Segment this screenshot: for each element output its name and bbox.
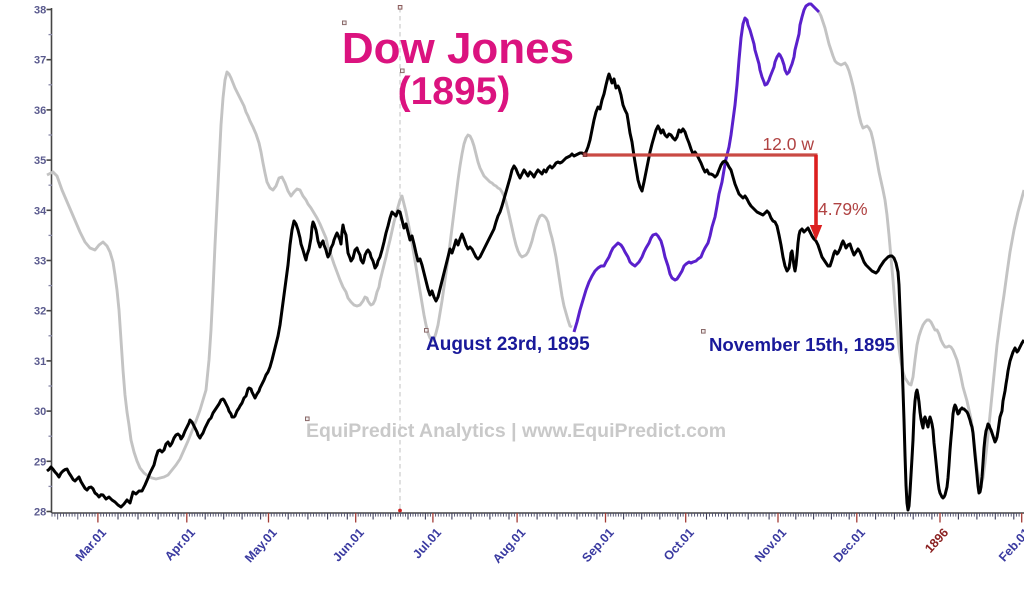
svg-text:Jun.01: Jun.01	[330, 526, 367, 565]
svg-text:Nov.01: Nov.01	[752, 526, 789, 565]
svg-text:12.0 w: 12.0 w	[762, 134, 814, 154]
svg-text:34: 34	[34, 205, 47, 217]
svg-text:Apr.01: Apr.01	[162, 526, 198, 564]
svg-text:(1895): (1895)	[398, 70, 511, 113]
svg-text:Oct.01: Oct.01	[661, 526, 697, 564]
svg-text:Dec.01: Dec.01	[831, 526, 868, 565]
svg-text:28: 28	[34, 507, 46, 519]
svg-text:EquiPredict Analytics | www.Eq: EquiPredict Analytics | www.EquiPredict.…	[306, 420, 726, 442]
svg-text:37: 37	[34, 55, 46, 67]
svg-text:29: 29	[34, 456, 46, 468]
svg-text:Aug.01: Aug.01	[490, 526, 528, 566]
svg-text:Feb.01: Feb.01	[996, 526, 1024, 565]
svg-text:4.79%: 4.79%	[818, 199, 868, 219]
svg-text:33: 33	[34, 256, 46, 268]
svg-text:August 23rd, 1895: August 23rd, 1895	[426, 334, 590, 355]
svg-text:May.01: May.01	[242, 526, 280, 566]
svg-text:Jul.01: Jul.01	[410, 526, 444, 562]
svg-text:38: 38	[34, 5, 46, 17]
svg-text:32: 32	[34, 306, 46, 318]
svg-text:31: 31	[34, 356, 46, 368]
svg-text:36: 36	[34, 105, 46, 117]
svg-text:Mar.01: Mar.01	[73, 526, 109, 564]
svg-text:30: 30	[34, 406, 46, 418]
svg-text:35: 35	[34, 155, 46, 167]
svg-text:Sep.01: Sep.01	[579, 526, 616, 565]
svg-text:Dow Jones: Dow Jones	[342, 24, 574, 73]
svg-text:1896: 1896	[922, 526, 951, 556]
svg-text:November 15th, 1895: November 15th, 1895	[709, 334, 895, 355]
